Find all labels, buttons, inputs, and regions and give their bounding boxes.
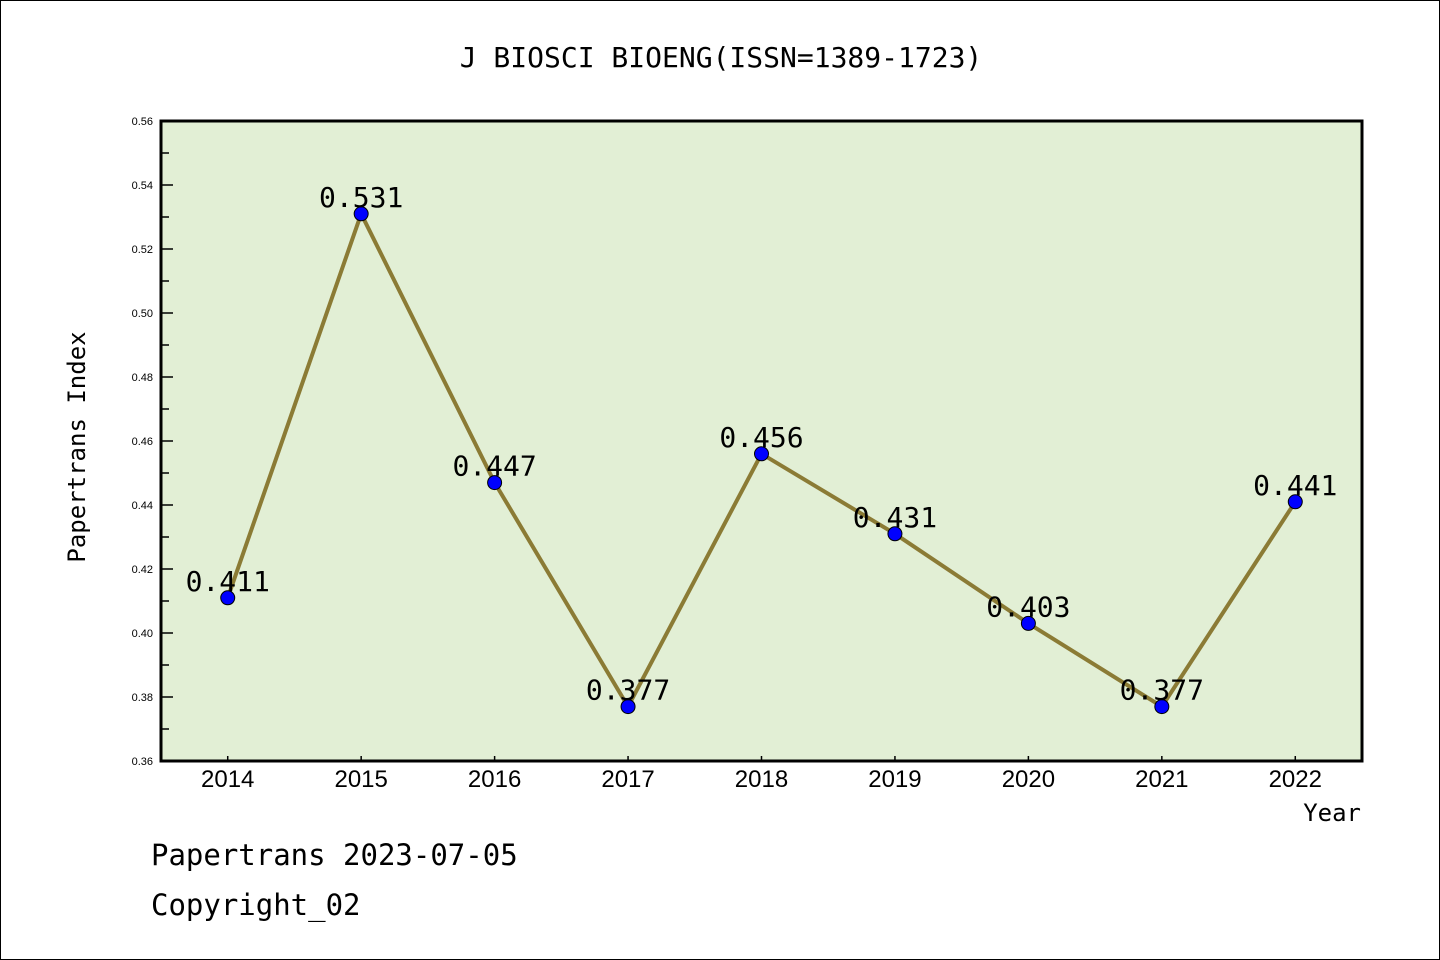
y-tick-label: 0.56 [132,116,153,128]
y-tick-label: 0.46 [132,436,153,448]
data-point [754,446,769,462]
x-tick-label: 2019 [868,766,921,793]
x-tick-label: 2021 [1135,766,1188,793]
x-axis: 2014 2015 2016 2017 2018 2019 2020 2021 2022 [201,756,1322,793]
data-label: 0.377 [1120,674,1204,707]
data-label: 0.531 [319,181,403,214]
series-line [220,206,1303,715]
data-labels: 0.411 0.531 0.447 0.377 0.456 0.431 0.403 0.377… [186,181,1338,707]
y-tick-label: 0.54 [132,180,153,192]
x-tick-label: 2016 [468,766,521,793]
y-tick-label: 0.38 [132,692,153,704]
data-label: 0.431 [853,501,937,534]
x-tick-label: 2022 [1269,766,1322,793]
data-point [887,526,903,542]
y-tick-label: 0.44 [132,500,153,512]
data-label: 0.447 [452,450,536,483]
y-tick-label: 0.50 [132,308,153,320]
data-point [1020,615,1036,631]
data-point [353,206,369,222]
x-tick-label: 2015 [334,766,387,793]
data-point [1287,494,1303,510]
y-axis-label: Papertrans Index [63,331,91,562]
chart-title: J BIOSCI BIOENG(ISSN=1389-1723) [460,41,983,74]
y-tick-label: 0.52 [132,244,153,256]
data-point [1154,699,1170,715]
data-label: 0.411 [186,565,270,598]
data-label: 0.403 [986,590,1070,623]
data-label: 0.377 [586,674,670,707]
footer-copyright: Copyright_02 [151,888,361,923]
x-tick-label: 2014 [201,766,254,793]
x-tick-label: 2020 [1002,766,1055,793]
data-label: 0.456 [719,421,803,454]
data-point [220,590,236,606]
footer-date: Papertrans 2023-07-05 [151,838,518,872]
y-tick-label: 0.36 [132,756,153,768]
y-axis: 0.36 0.38 0.40 0.42 0.44 0.46 0.48 0.50 0.52 0.54… [132,116,173,768]
y-tick-label: 0.42 [132,564,153,576]
plot-area [159,119,1364,763]
x-tick-label: 2017 [601,766,654,793]
x-tick-label: 2018 [735,766,788,793]
data-point [487,475,503,491]
y-tick-label: 0.40 [132,628,153,640]
x-axis-label: Year [1303,799,1361,827]
data-label: 0.441 [1253,469,1337,502]
data-point [620,699,636,715]
y-tick-label: 0.48 [132,372,153,384]
